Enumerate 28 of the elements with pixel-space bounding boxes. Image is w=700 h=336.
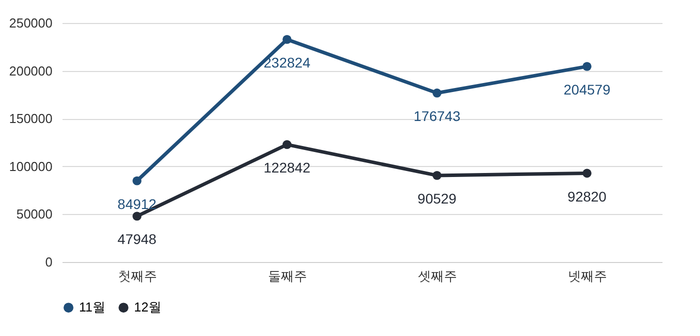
data-label: 176743 [414,108,461,124]
data-label: 47948 [118,231,157,248]
point [132,176,142,186]
x-tick-label: 첫째주 [118,268,157,284]
legend-label: 12월 [134,300,162,315]
point [132,212,142,221]
point [282,34,292,44]
data-label: 84912 [118,196,157,212]
data-label: 204579 [564,81,611,98]
point [282,140,292,150]
y-tick-label: 250000 [9,16,52,30]
point [432,88,442,98]
point [582,62,592,71]
y-tick-label: 50000 [16,206,52,222]
y-tick-label: 200000 [9,63,52,78]
data-label: 92820 [568,188,607,204]
x-tick-label: 셋째주 [418,268,457,284]
point [582,168,592,178]
data-label: 90529 [418,190,457,206]
x-tick-label: 둘째주 [268,268,307,284]
data-label: 122842 [264,160,311,176]
point [432,170,442,180]
y-tick-label: 100000 [9,158,52,174]
y-tick-label: 150000 [9,111,52,126]
data-label: 232824 [264,54,311,70]
x-tick-label: 넷째주 [568,268,607,284]
y-tick-label: 0 [45,254,52,270]
legend-label: 11월 [79,300,106,315]
